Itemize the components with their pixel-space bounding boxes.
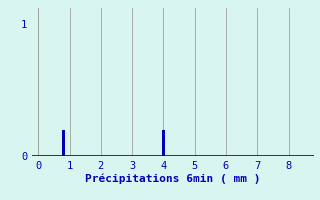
Bar — [62, 130, 65, 156]
X-axis label: Précipitations 6min ( mm ): Précipitations 6min ( mm ) — [85, 174, 260, 184]
Bar — [162, 130, 165, 156]
